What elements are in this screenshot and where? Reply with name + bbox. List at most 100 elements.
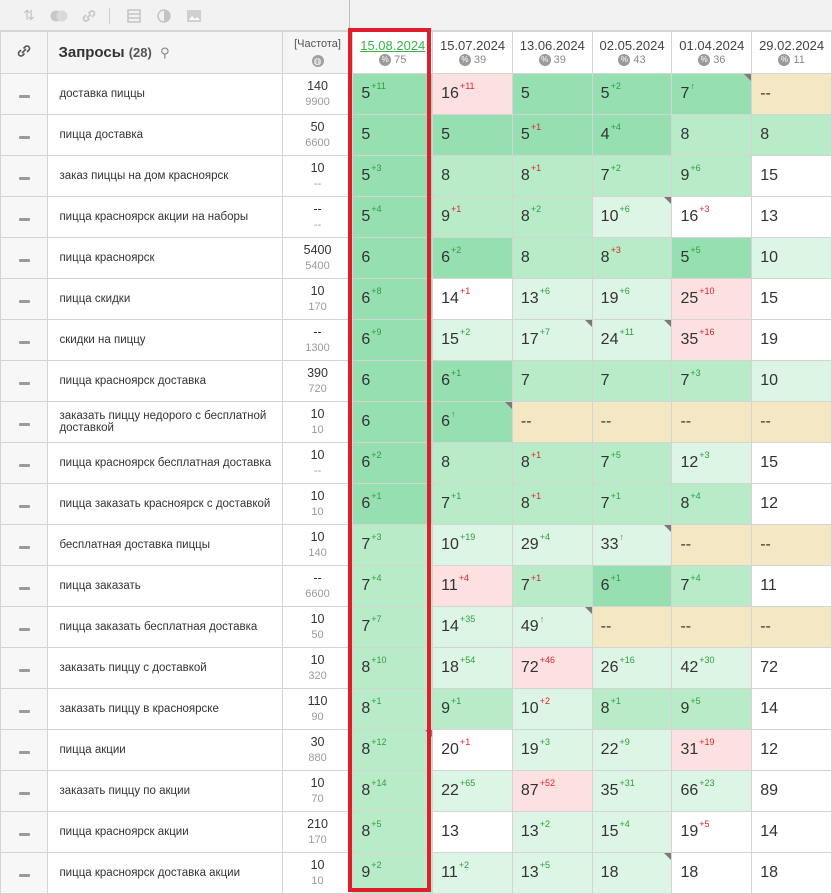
position-cell[interactable]: 8	[511, 237, 593, 279]
position-cell[interactable]: 7+1	[432, 483, 513, 525]
position-cell[interactable]: 18	[751, 852, 832, 894]
position-cell[interactable]: 8	[432, 155, 513, 197]
query-cell[interactable]: пицца заказать красноярск с доставкой	[47, 483, 283, 525]
position-cell[interactable]: 15	[751, 155, 832, 197]
minus-icon[interactable]	[18, 300, 30, 303]
query-cell[interactable]: пицца красноярск	[47, 237, 283, 279]
position-cell[interactable]: 13+6	[511, 278, 593, 320]
position-cell[interactable]: 5+1	[511, 114, 593, 156]
position-cell[interactable]: 9+1	[432, 688, 513, 730]
position-cell[interactable]: 6+9	[352, 319, 434, 361]
minus-icon[interactable]	[18, 218, 30, 221]
position-cell[interactable]: 7+3	[671, 360, 753, 402]
minus-icon[interactable]	[18, 546, 30, 549]
position-cell[interactable]: 8+4	[671, 483, 753, 525]
row-action-cell[interactable]	[0, 688, 49, 730]
date-column-header[interactable]: 29.02.2024% 11	[751, 31, 832, 74]
position-cell[interactable]: 20+1	[432, 729, 513, 771]
position-cell[interactable]: 49↑	[511, 606, 593, 648]
query-cell[interactable]: пицца заказать бесплатная доставка	[47, 606, 283, 648]
toggle-icon[interactable]	[49, 6, 69, 26]
position-cell[interactable]: 11+2	[432, 852, 513, 894]
position-cell[interactable]: 17+7	[511, 319, 593, 361]
position-cell[interactable]: 33↑	[591, 524, 673, 566]
position-cell[interactable]: 14+35	[432, 606, 513, 648]
position-cell[interactable]: 19+3	[511, 729, 593, 771]
minus-icon[interactable]	[18, 382, 30, 385]
minus-icon[interactable]	[18, 177, 30, 180]
minus-icon[interactable]	[18, 95, 30, 98]
position-cell[interactable]: --	[751, 606, 832, 648]
link-column-header[interactable]	[0, 31, 49, 74]
position-cell[interactable]: 5	[352, 114, 434, 156]
minus-icon[interactable]	[18, 751, 30, 754]
position-cell[interactable]: --	[671, 524, 753, 566]
row-action-cell[interactable]	[0, 606, 49, 648]
position-cell[interactable]: --	[751, 73, 832, 115]
query-cell[interactable]: заказ пиццы на дом красноярск	[47, 155, 283, 197]
row-action-cell[interactable]	[0, 278, 49, 320]
row-action-cell[interactable]	[0, 483, 49, 525]
position-cell[interactable]: 7+3	[352, 524, 434, 566]
table-icon[interactable]	[124, 6, 144, 26]
position-cell[interactable]: 10	[751, 360, 832, 402]
position-cell[interactable]: 14	[751, 811, 832, 853]
position-cell[interactable]: 72+46	[511, 647, 593, 689]
position-cell[interactable]: 7+2	[591, 155, 673, 197]
search-icon[interactable]: ⚲	[160, 45, 170, 60]
query-cell[interactable]: пицца красноярск доставка акции	[47, 852, 283, 894]
queries-column-header[interactable]: Запросы (28) ⚲	[47, 31, 283, 74]
sort-icon[interactable]: ⇅	[23, 7, 35, 23]
position-cell[interactable]: 6	[352, 237, 434, 279]
position-cell[interactable]: 6	[352, 360, 434, 402]
position-cell[interactable]: 16+11	[432, 73, 513, 115]
position-cell[interactable]: 15	[751, 278, 832, 320]
position-cell[interactable]: 10+6	[591, 196, 673, 238]
position-cell[interactable]: 18+54	[432, 647, 513, 689]
position-cell[interactable]: 8+2	[511, 196, 593, 238]
position-cell[interactable]: 7+7	[352, 606, 434, 648]
position-cell[interactable]: 5+5	[671, 237, 753, 279]
position-cell[interactable]: 14	[751, 688, 832, 730]
position-cell[interactable]: 66+23	[671, 770, 753, 812]
position-cell[interactable]: 7+1	[511, 565, 593, 607]
position-cell[interactable]: 19	[751, 319, 832, 361]
position-cell[interactable]: 5	[511, 73, 593, 115]
position-cell[interactable]: 18	[671, 852, 753, 894]
position-cell[interactable]: 11+4	[432, 565, 513, 607]
position-cell[interactable]: 35+16	[671, 319, 753, 361]
position-cell[interactable]: --	[511, 401, 593, 443]
date-column-header[interactable]: 02.05.2024% 43	[591, 31, 673, 74]
position-cell[interactable]: 9+5	[671, 688, 753, 730]
position-cell[interactable]: --	[671, 401, 753, 443]
query-cell[interactable]: пицца красноярск доставка	[47, 360, 283, 402]
minus-icon[interactable]	[18, 259, 30, 262]
position-cell[interactable]: 18	[591, 852, 673, 894]
position-cell[interactable]: 7+1	[591, 483, 673, 525]
position-cell[interactable]: 15	[751, 442, 832, 484]
position-cell[interactable]: 13+5	[511, 852, 593, 894]
position-cell[interactable]: 5	[432, 114, 513, 156]
position-cell[interactable]: 42+30	[671, 647, 753, 689]
position-cell[interactable]: 8+1	[511, 483, 593, 525]
position-cell[interactable]: 9+2	[352, 852, 434, 894]
query-cell[interactable]: пицца красноярск акции на наборы	[47, 196, 283, 238]
position-cell[interactable]: --	[751, 524, 832, 566]
position-cell[interactable]: 7↑	[671, 73, 753, 115]
row-action-cell[interactable]	[0, 196, 49, 238]
row-action-cell[interactable]	[0, 524, 49, 566]
position-cell[interactable]: 13	[751, 196, 832, 238]
position-cell[interactable]: 6+2	[352, 442, 434, 484]
query-cell[interactable]: бесплатная доставка пиццы	[47, 524, 283, 566]
position-cell[interactable]: --	[671, 606, 753, 648]
position-cell[interactable]: 22+65	[432, 770, 513, 812]
position-cell[interactable]: 7	[511, 360, 593, 402]
position-cell[interactable]: 6	[352, 401, 434, 443]
position-cell[interactable]: 19+6	[591, 278, 673, 320]
date-column-header[interactable]: 01.04.2024% 36	[671, 31, 753, 74]
row-action-cell[interactable]	[0, 114, 49, 156]
row-action-cell[interactable]	[0, 73, 49, 115]
position-cell[interactable]: 29+4	[511, 524, 593, 566]
position-cell[interactable]: 4+4	[591, 114, 673, 156]
query-cell[interactable]: доставка пиццы	[47, 73, 283, 115]
